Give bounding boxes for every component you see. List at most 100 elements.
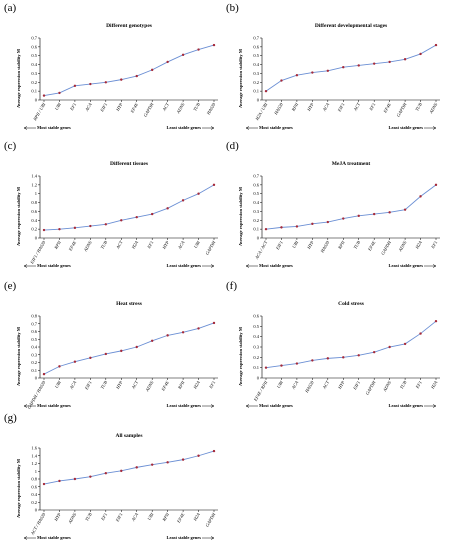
data-point <box>89 82 92 86</box>
y-tick-label: 0.1 <box>253 365 259 370</box>
y-tick-label: 0.4 <box>253 334 259 339</box>
x-tick-label: ACA <box>176 240 185 251</box>
data-point <box>166 207 169 210</box>
panel-label: (b) <box>226 2 239 14</box>
y-tick-label: 0.1 <box>31 368 37 373</box>
y-tick-label: 1 <box>35 469 37 474</box>
most-stable-label: Most stable genes <box>37 403 71 408</box>
x-tick-label: EF4E / RPII <box>252 380 268 403</box>
series-line <box>43 322 215 375</box>
data-point <box>326 69 330 72</box>
plot-area: 0 0.2 0.4 0.6 0.8 1 1.2 1.4 EIF1 / HAS20 RPII EF4E… <box>23 174 218 268</box>
data-point <box>372 212 376 216</box>
x-tick-label: EF4E <box>160 380 170 393</box>
series-line <box>43 184 215 231</box>
x-tick-label: EF1 <box>146 240 155 250</box>
x-tick-label: ACA <box>84 102 93 113</box>
x-tick-label: EIF1 <box>274 240 283 251</box>
chart-title: Different tissues <box>110 161 148 167</box>
y-tick-label: 0.3 <box>253 209 259 214</box>
data-point <box>434 319 438 323</box>
least-stable-label: Least stable genes <box>166 263 202 268</box>
data-point <box>311 71 314 74</box>
x-tick-label: H2A <box>414 240 423 251</box>
x-tick-label: EIF1 <box>99 102 108 113</box>
y-tick-label: 0.3 <box>253 345 259 350</box>
y-tick-label: 0.2 <box>31 360 37 365</box>
data-point <box>150 212 154 216</box>
x-tick-label: EF4E <box>129 102 139 115</box>
data-point <box>166 334 169 337</box>
panel-label: (c) <box>4 140 17 152</box>
x-tick-label: HYP <box>115 380 124 391</box>
x-tick-label: HYP <box>306 240 315 251</box>
x-tick-label: EF1 <box>69 102 78 112</box>
series-line <box>265 44 437 92</box>
data-point <box>104 471 108 475</box>
data-point <box>295 362 299 365</box>
data-point <box>104 223 108 226</box>
most-stable-arrow <box>23 536 36 540</box>
most-stable-label: Most stable genes <box>259 263 293 268</box>
data-point <box>212 449 216 453</box>
y-tick-label: 0.7 <box>31 36 37 41</box>
y-tick-label: 0.1 <box>253 89 259 94</box>
data-point <box>197 327 200 330</box>
y-tick-label: 0.4 <box>31 492 37 497</box>
data-point <box>135 74 138 78</box>
least-stable-label: Least stable genes <box>388 403 424 408</box>
data-point <box>181 199 185 202</box>
data-point <box>89 475 92 478</box>
least-stable-arrow <box>424 126 437 130</box>
y-tick-label: 0 <box>35 236 38 241</box>
data-point <box>357 64 360 67</box>
x-tick-label: ACA <box>68 380 77 391</box>
least-stable-arrow <box>202 536 215 540</box>
x-tick-label: GAPDH <box>204 511 216 527</box>
chart-title: Different developmental stages <box>314 23 388 29</box>
panel-a: 0 0.1 0.2 0.3 0.4 0.5 0.6 0.7 RPII / UBI UBI EF1 AC… <box>4 0 225 140</box>
x-tick-label: EF4E <box>175 512 185 525</box>
data-point <box>264 227 268 231</box>
x-tick-label: ACT <box>161 102 170 113</box>
y-tick-label: 0.5 <box>31 53 37 58</box>
x-tick-label: TUB <box>414 102 423 112</box>
y-tick-label: 1.2 <box>31 182 37 187</box>
panel-g: 0 0.2 0.4 0.6 0.8 1 1.2 1.4 1.6 ACT / HAS20 HYP ADN… <box>4 410 225 550</box>
panel-label: (e) <box>4 280 17 292</box>
y-tick-label: 1.2 <box>31 461 37 466</box>
x-tick-label: H2A <box>192 512 201 523</box>
data-point <box>58 91 61 95</box>
x-tick-label: EIF1 <box>114 512 123 523</box>
chart-title: All samples <box>115 433 143 439</box>
x-tick-label: HAS20 <box>205 101 217 116</box>
data-point <box>150 463 154 466</box>
x-tick-label: HYP <box>161 240 170 251</box>
x-tick-label: TUB <box>192 102 201 112</box>
x-tick-label: ACT / HAS20 <box>29 511 46 536</box>
data-point <box>73 226 77 230</box>
data-point <box>357 214 360 218</box>
data-point <box>197 454 200 457</box>
data-point <box>403 342 407 346</box>
data-point <box>73 360 77 363</box>
most-stable-arrow <box>245 126 258 130</box>
chart-title: Cold stress <box>338 301 364 307</box>
x-tick-label: RPII <box>53 240 62 251</box>
y-tick-label: 0 <box>35 98 38 103</box>
x-tick-label: ADNS <box>382 379 393 393</box>
least-stable-arrow <box>202 404 215 408</box>
least-stable-label: Least stable genes <box>388 125 424 130</box>
data-point <box>419 332 422 335</box>
y-tick-label: 0.2 <box>31 80 37 85</box>
x-tick-label: UBI <box>54 102 62 111</box>
x-tick-label: H2A <box>130 240 139 251</box>
x-tick-label: ADNS <box>175 101 186 115</box>
x-tick-label: RPII <box>337 240 346 251</box>
x-tick-label: EF4E <box>366 240 376 253</box>
data-point <box>342 356 345 359</box>
panel-b: 0 0.1 0.2 0.3 0.4 0.5 0.6 0.7 H2A / UBI HAS20 RPII… <box>226 0 447 140</box>
x-tick-label: ACT <box>352 102 361 113</box>
y-tick-label: 0 <box>35 376 38 381</box>
